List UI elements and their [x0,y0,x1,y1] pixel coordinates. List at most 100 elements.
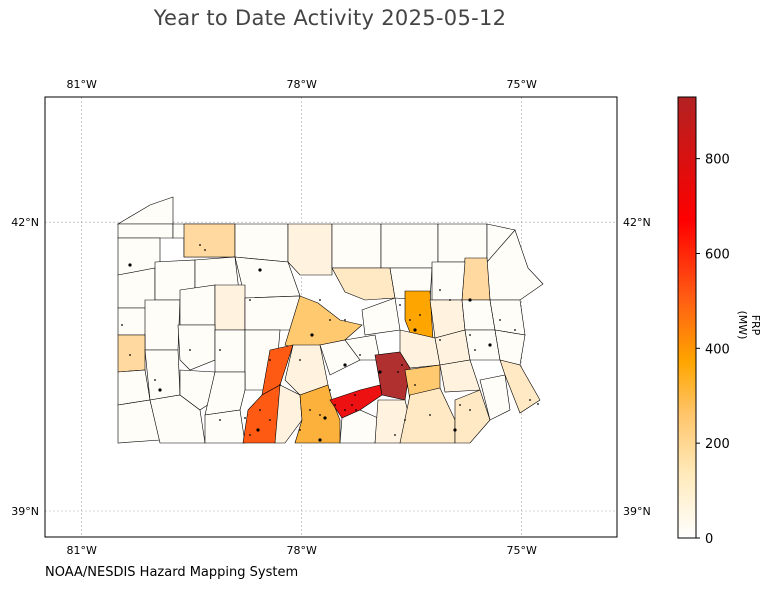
fire-point [269,419,271,421]
lon-tick-label-bottom: 75°W [506,544,536,557]
fire-point [309,409,311,411]
fire-point [256,428,260,432]
fire-point [394,434,396,436]
fire-point [351,404,353,406]
fire-point [468,298,472,302]
county [214,329,246,373]
county [117,223,174,239]
fire-point [334,404,336,406]
county [116,196,174,225]
county [331,267,396,301]
fire-point [299,429,301,431]
county [144,299,181,351]
fire-point [469,409,471,411]
fire-point [310,333,314,337]
fire-point [158,388,162,392]
county [177,324,216,371]
fire-point [279,384,281,386]
fire-point [413,328,417,332]
fire-point [344,409,346,411]
fire-point [449,299,451,301]
lat-tick-label-right: 39°N [623,505,651,518]
fire-point [121,324,123,326]
fire-point [154,379,156,381]
fire-point [323,416,327,420]
fire-point [499,319,501,321]
fire-point [355,409,357,411]
county [461,299,496,331]
fire-point [199,244,201,246]
fire-point [259,409,261,411]
county [117,307,149,336]
fire-point [319,414,321,416]
county [331,223,382,269]
fire-point [219,419,221,421]
county [294,384,341,444]
lon-tick-label-top: 81°W [66,78,96,91]
county [234,223,289,263]
lat-tick-label-right: 42°N [623,216,651,229]
colorbar-tick-label: 400 [705,342,730,357]
county [380,223,439,269]
fire-point [439,289,441,291]
fire-point [409,319,411,321]
colorbar-tick-label: 800 [705,153,730,168]
fire-point [269,359,271,361]
county [361,297,401,336]
fire-point [488,343,492,347]
fire-point [399,304,401,306]
fire-point [397,371,399,373]
county [117,369,151,406]
county [431,261,466,301]
county [479,374,511,421]
fire-point [537,403,539,405]
fire-point [459,404,461,406]
colorbar-tick-label: 600 [705,247,730,262]
lon-tick-label-top: 78°W [286,78,316,91]
county [287,223,333,276]
fire-point [129,354,131,356]
county-polygons [116,196,544,444]
county [183,223,236,258]
fire-point [219,349,221,351]
fire-point [128,263,132,267]
fire-point [343,363,347,367]
lon-tick-label-bottom: 81°W [66,544,96,557]
fire-point [204,249,206,251]
colorbar-tick-label: 200 [705,437,730,452]
county [214,284,246,331]
fire-point [249,299,251,301]
county [117,334,146,373]
axis-tick-labels: 81°W 81°W 78°W 78°W 75°W 75°W 42°N 42°N 39°N 39°N [11,78,650,557]
fire-point [404,419,406,421]
fire-point [318,438,322,442]
county [439,359,481,393]
colorbar-tick-label: 0 [705,532,713,547]
lat-tick-label-left: 39°N [11,505,39,518]
fire-point [439,339,441,341]
map-title: Year to Date Activity 2025-05-12 [153,6,507,30]
fire-point [359,354,361,356]
fire-point [419,314,421,316]
fire-point [414,384,416,386]
lon-tick-label-bottom: 78°W [286,544,316,557]
fire-point [189,349,191,351]
fire-point [378,370,382,374]
fire-point [514,329,516,331]
lat-tick-label-left: 42°N [11,216,39,229]
fire-point [469,334,471,336]
fire-point [329,389,331,391]
fire-point [453,428,457,432]
fire-point [344,319,346,321]
county [204,409,246,444]
colorbar [677,96,697,539]
map-frame [44,96,618,538]
fire-point [329,319,331,321]
county [274,384,303,444]
colorbar-ticks: 0 200 400 600 800 [696,153,730,547]
county [399,387,456,444]
fire-point [244,417,246,419]
county [437,223,488,263]
